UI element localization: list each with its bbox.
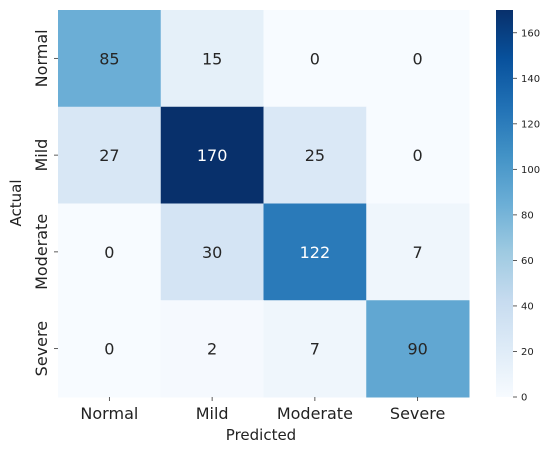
x-axis-ticks: Normal Mild Moderate Severe: [80, 397, 445, 423]
heatmap-cell-r2-c3: [366, 203, 470, 301]
heatmap-cell-r2-c1: [160, 203, 264, 301]
cell-value-label: 30: [202, 243, 222, 262]
colorbar: [496, 10, 513, 397]
colorbar-tick-label: 100: [521, 165, 540, 176]
heatmap-cell-r3-c2: [263, 300, 367, 398]
cell-value-label: 7: [310, 340, 320, 359]
y-axis-label: Actual: [7, 180, 25, 227]
colorbar-tick-label: 20: [521, 347, 534, 358]
y-tick-label: Mild: [32, 139, 51, 172]
cell-value-label: 90: [407, 340, 427, 359]
colorbar-tick-label: 40: [521, 301, 534, 312]
colorbar-ticks: 0 20 40 60 80 100 120 140 160: [513, 28, 540, 404]
y-tick-label: Severe: [32, 321, 51, 376]
heatmap-cell-r0-c0: [58, 10, 162, 108]
colorbar-tick-label: 160: [521, 28, 540, 39]
y-tick-label: Moderate: [32, 214, 51, 290]
cell-value-label: 170: [197, 146, 228, 165]
colorbar-tick-label: 60: [521, 256, 534, 267]
cell-value-label: 25: [305, 146, 325, 165]
cell-value-label: 0: [413, 49, 423, 68]
x-tick-label: Severe: [390, 404, 445, 423]
heatmap-cell-r3-c0: [58, 300, 162, 398]
colorbar-tick-label: 140: [521, 74, 540, 85]
heatmap-cells: [58, 10, 470, 398]
heatmap-cell-r0-c1: [160, 10, 264, 108]
heatmap-cell-labels: 85 15 0 027 170 25 00 30 122 70 2 7 90: [99, 49, 428, 358]
cell-value-label: 7: [413, 243, 423, 262]
cell-value-label: 0: [104, 340, 114, 359]
heatmap-cell-r3-c3: [366, 300, 470, 398]
heatmap-cell-r1-c0: [58, 106, 162, 204]
cell-value-label: 0: [310, 49, 320, 68]
heatmap-cell-r1-c1: [160, 106, 264, 204]
heatmap-cell-r2-c0: [58, 203, 162, 301]
heatmap-cell-r2-c2: [263, 203, 367, 301]
cell-value-label: 85: [99, 49, 119, 68]
x-axis-label: Predicted: [226, 426, 296, 444]
cell-value-label: 122: [300, 243, 331, 262]
x-tick-label: Normal: [80, 404, 138, 423]
cell-value-label: 0: [413, 146, 423, 165]
cell-value-label: 15: [202, 49, 222, 68]
x-tick-label: Moderate: [277, 404, 353, 423]
heatmap-cell-r1-c3: [366, 106, 470, 204]
cell-value-label: 27: [99, 146, 119, 165]
heatmap-cell-r0-c3: [366, 10, 470, 108]
colorbar-tick-label: 0: [521, 393, 527, 404]
y-tick-label: Normal: [32, 29, 51, 87]
x-tick-label: Mild: [196, 404, 229, 423]
heatmap-cell-r3-c1: [160, 300, 264, 398]
y-axis-ticks: Normal Mild Moderate Severe: [32, 29, 58, 376]
heatmap-cell-r0-c2: [263, 10, 367, 108]
colorbar-tick-label: 120: [521, 119, 540, 130]
cell-value-label: 0: [104, 243, 114, 262]
colorbar-tick-label: 80: [521, 210, 534, 221]
heatmap-cell-r1-c2: [263, 106, 367, 204]
cell-value-label: 2: [207, 340, 217, 359]
